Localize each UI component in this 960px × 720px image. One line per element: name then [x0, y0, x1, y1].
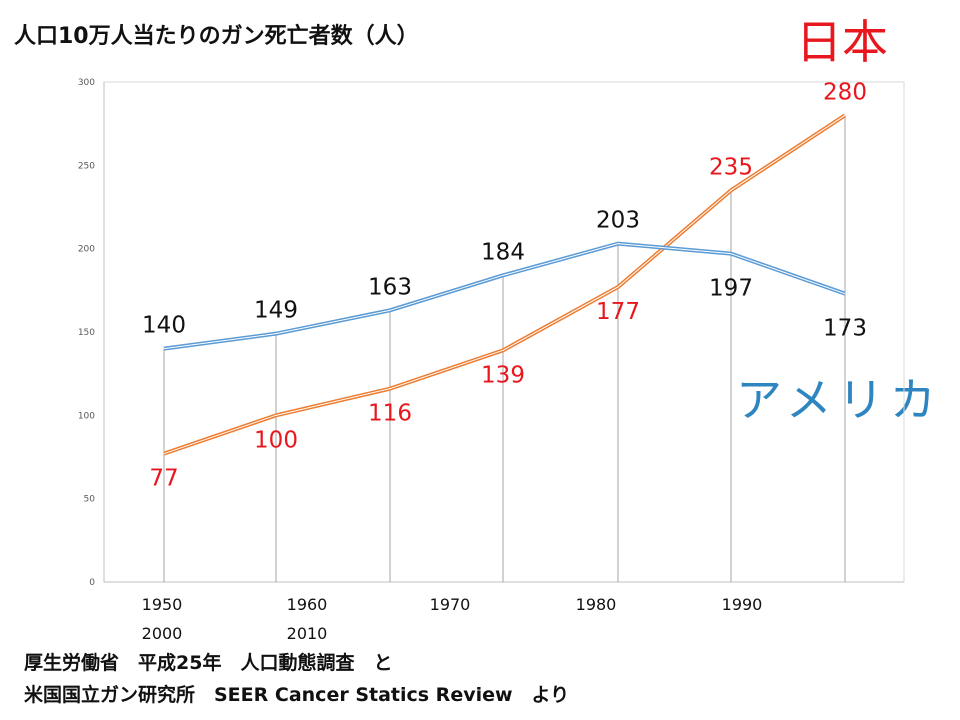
usa-data-label: 197 [709, 276, 753, 302]
y-tick-label: 250 [78, 161, 95, 171]
y-tick-label: 200 [78, 245, 95, 255]
chart-title: 人口10万人当たりのガン死亡者数（人） [14, 24, 419, 49]
japan-data-label: 139 [481, 362, 525, 388]
usa-data-label: 203 [596, 208, 640, 234]
x-tick-label: 1960 [287, 595, 328, 614]
y-tick-label: 50 [84, 495, 96, 505]
y-tick-label: 150 [78, 328, 95, 338]
source-line-1: 厚生労働省 平成25年 人口動態調査 と [24, 652, 393, 674]
usa-data-label: 149 [254, 298, 298, 324]
japan-data-label: 280 [823, 79, 867, 105]
usa-series-label: アメリカ [736, 373, 942, 427]
x-tick-label: 1970 [430, 595, 471, 614]
usa-data-label: 173 [823, 316, 867, 342]
source-line-2: 米国国立ガン研究所 SEER Cancer Statics Review より [24, 684, 570, 706]
japan-line-highlight [163, 114, 846, 455]
x-tick-label: 1980 [576, 595, 617, 614]
japan-data-label: 77 [149, 466, 178, 492]
japan-data-label: 177 [596, 299, 640, 325]
x-tick-label: 1950 [142, 595, 183, 614]
x-tick-label: 1990 [722, 595, 763, 614]
japan-data-label: 116 [368, 401, 412, 427]
japan-data-label: 235 [709, 154, 753, 180]
usa-line-highlight [163, 243, 846, 350]
japan-series-label: 日本 [796, 15, 888, 69]
y-tick-label: 300 [78, 78, 95, 88]
x-tick-label-secondary: 2010 [287, 624, 328, 643]
usa-data-label: 140 [142, 313, 186, 339]
usa-data-label: 184 [481, 239, 525, 265]
usa-data-label: 163 [368, 274, 412, 300]
japan-data-label: 100 [254, 427, 298, 453]
y-tick-label: 0 [89, 578, 95, 588]
x-tick-label-secondary: 2000 [142, 624, 183, 643]
y-tick-label: 100 [78, 411, 95, 421]
